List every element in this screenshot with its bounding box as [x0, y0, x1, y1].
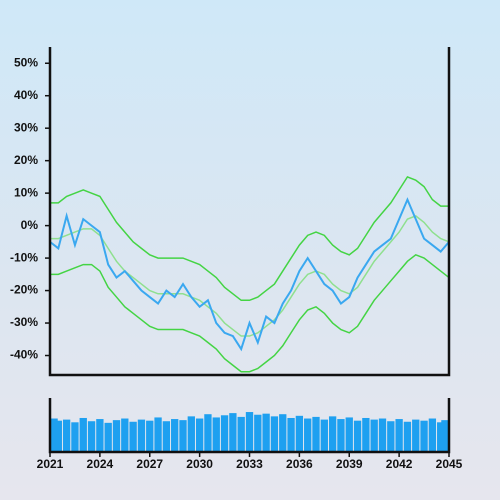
axes-frame: [48, 47, 451, 454]
volume-bar: [220, 415, 229, 452]
x-tick-label: 2036: [286, 457, 313, 471]
volume-bar: [378, 418, 387, 452]
volume-bar: [337, 419, 345, 452]
volume-bar: [50, 418, 58, 452]
y-tick-label: -30%: [10, 315, 38, 329]
volume-bar: [62, 419, 71, 452]
volume-bar: [187, 416, 195, 452]
x-tick-label: 2045: [436, 457, 463, 471]
volume-bar: [287, 417, 295, 452]
volume-bar: [87, 421, 96, 452]
volume-bar: [387, 421, 395, 452]
series-line: [50, 253, 450, 373]
volume-bar: [270, 416, 279, 452]
volume-bar: [437, 422, 445, 452]
x-tick-label: 2039: [336, 457, 363, 471]
volume-bar: [129, 421, 137, 452]
volume-bar: [403, 421, 412, 452]
x-tick-label: 2030: [186, 457, 213, 471]
volume-bar: [137, 419, 146, 452]
volume-bar: [179, 420, 187, 452]
volume-bar: [320, 419, 328, 452]
volume-bar: [112, 420, 121, 452]
y-tick-label: 50%: [14, 55, 38, 69]
volume-bar: [345, 417, 353, 452]
volume-bar: [146, 420, 154, 452]
volume-bar: [428, 418, 437, 452]
volume-bar: [245, 412, 254, 452]
main-frame: [48, 47, 451, 377]
x-tick-label: 2033: [236, 457, 263, 471]
series-line: [50, 175, 449, 302]
x-tick-label: 2021: [37, 457, 64, 471]
volume-bar: [353, 420, 362, 452]
volume-bar: [195, 418, 204, 452]
series-line: [50, 215, 450, 337]
volume-bar: [162, 421, 171, 452]
volume-bar: [370, 419, 378, 452]
y-tick-label: 0%: [21, 218, 39, 232]
volume-bar: [254, 414, 262, 452]
volume-bar: [229, 413, 237, 452]
y-tick-label: -10%: [10, 250, 38, 264]
volume-bar: [328, 416, 337, 452]
volume-bar: [312, 416, 320, 452]
x-tick-label: 2042: [386, 457, 413, 471]
x-tick-label: 2027: [136, 457, 163, 471]
volume-bar: [295, 415, 304, 452]
volume-bar: [412, 419, 420, 452]
volume-bar: [237, 416, 245, 452]
volume-bar: [362, 417, 370, 452]
volume-bar: [304, 418, 312, 452]
volume-bar: [96, 419, 104, 452]
y-tick-label: -20%: [10, 283, 38, 297]
y-tick-label: 40%: [14, 88, 38, 102]
volume-bar: [395, 419, 403, 452]
volume-bar: [104, 422, 112, 452]
volume-bar: [262, 413, 270, 452]
volume-bar: [79, 417, 87, 452]
volume-bar: [279, 414, 287, 452]
series-line: [49, 197, 450, 352]
y-tick-label: 20%: [14, 153, 38, 167]
y-tick-label: 30%: [14, 120, 38, 134]
volume-bar: [212, 417, 220, 452]
volume-bar: [121, 418, 129, 452]
volume-bar: [204, 414, 212, 452]
volume-bar: [171, 419, 179, 452]
y-tick-label: 10%: [14, 185, 38, 199]
volume-bar: [71, 422, 79, 452]
x-tick-label: 2024: [87, 457, 114, 471]
volume-bar: [420, 420, 428, 452]
volume-bar: [441, 420, 449, 452]
y-tick-label: -40%: [10, 348, 38, 362]
volume-bar: [54, 420, 62, 452]
volume-bar: [154, 417, 162, 452]
